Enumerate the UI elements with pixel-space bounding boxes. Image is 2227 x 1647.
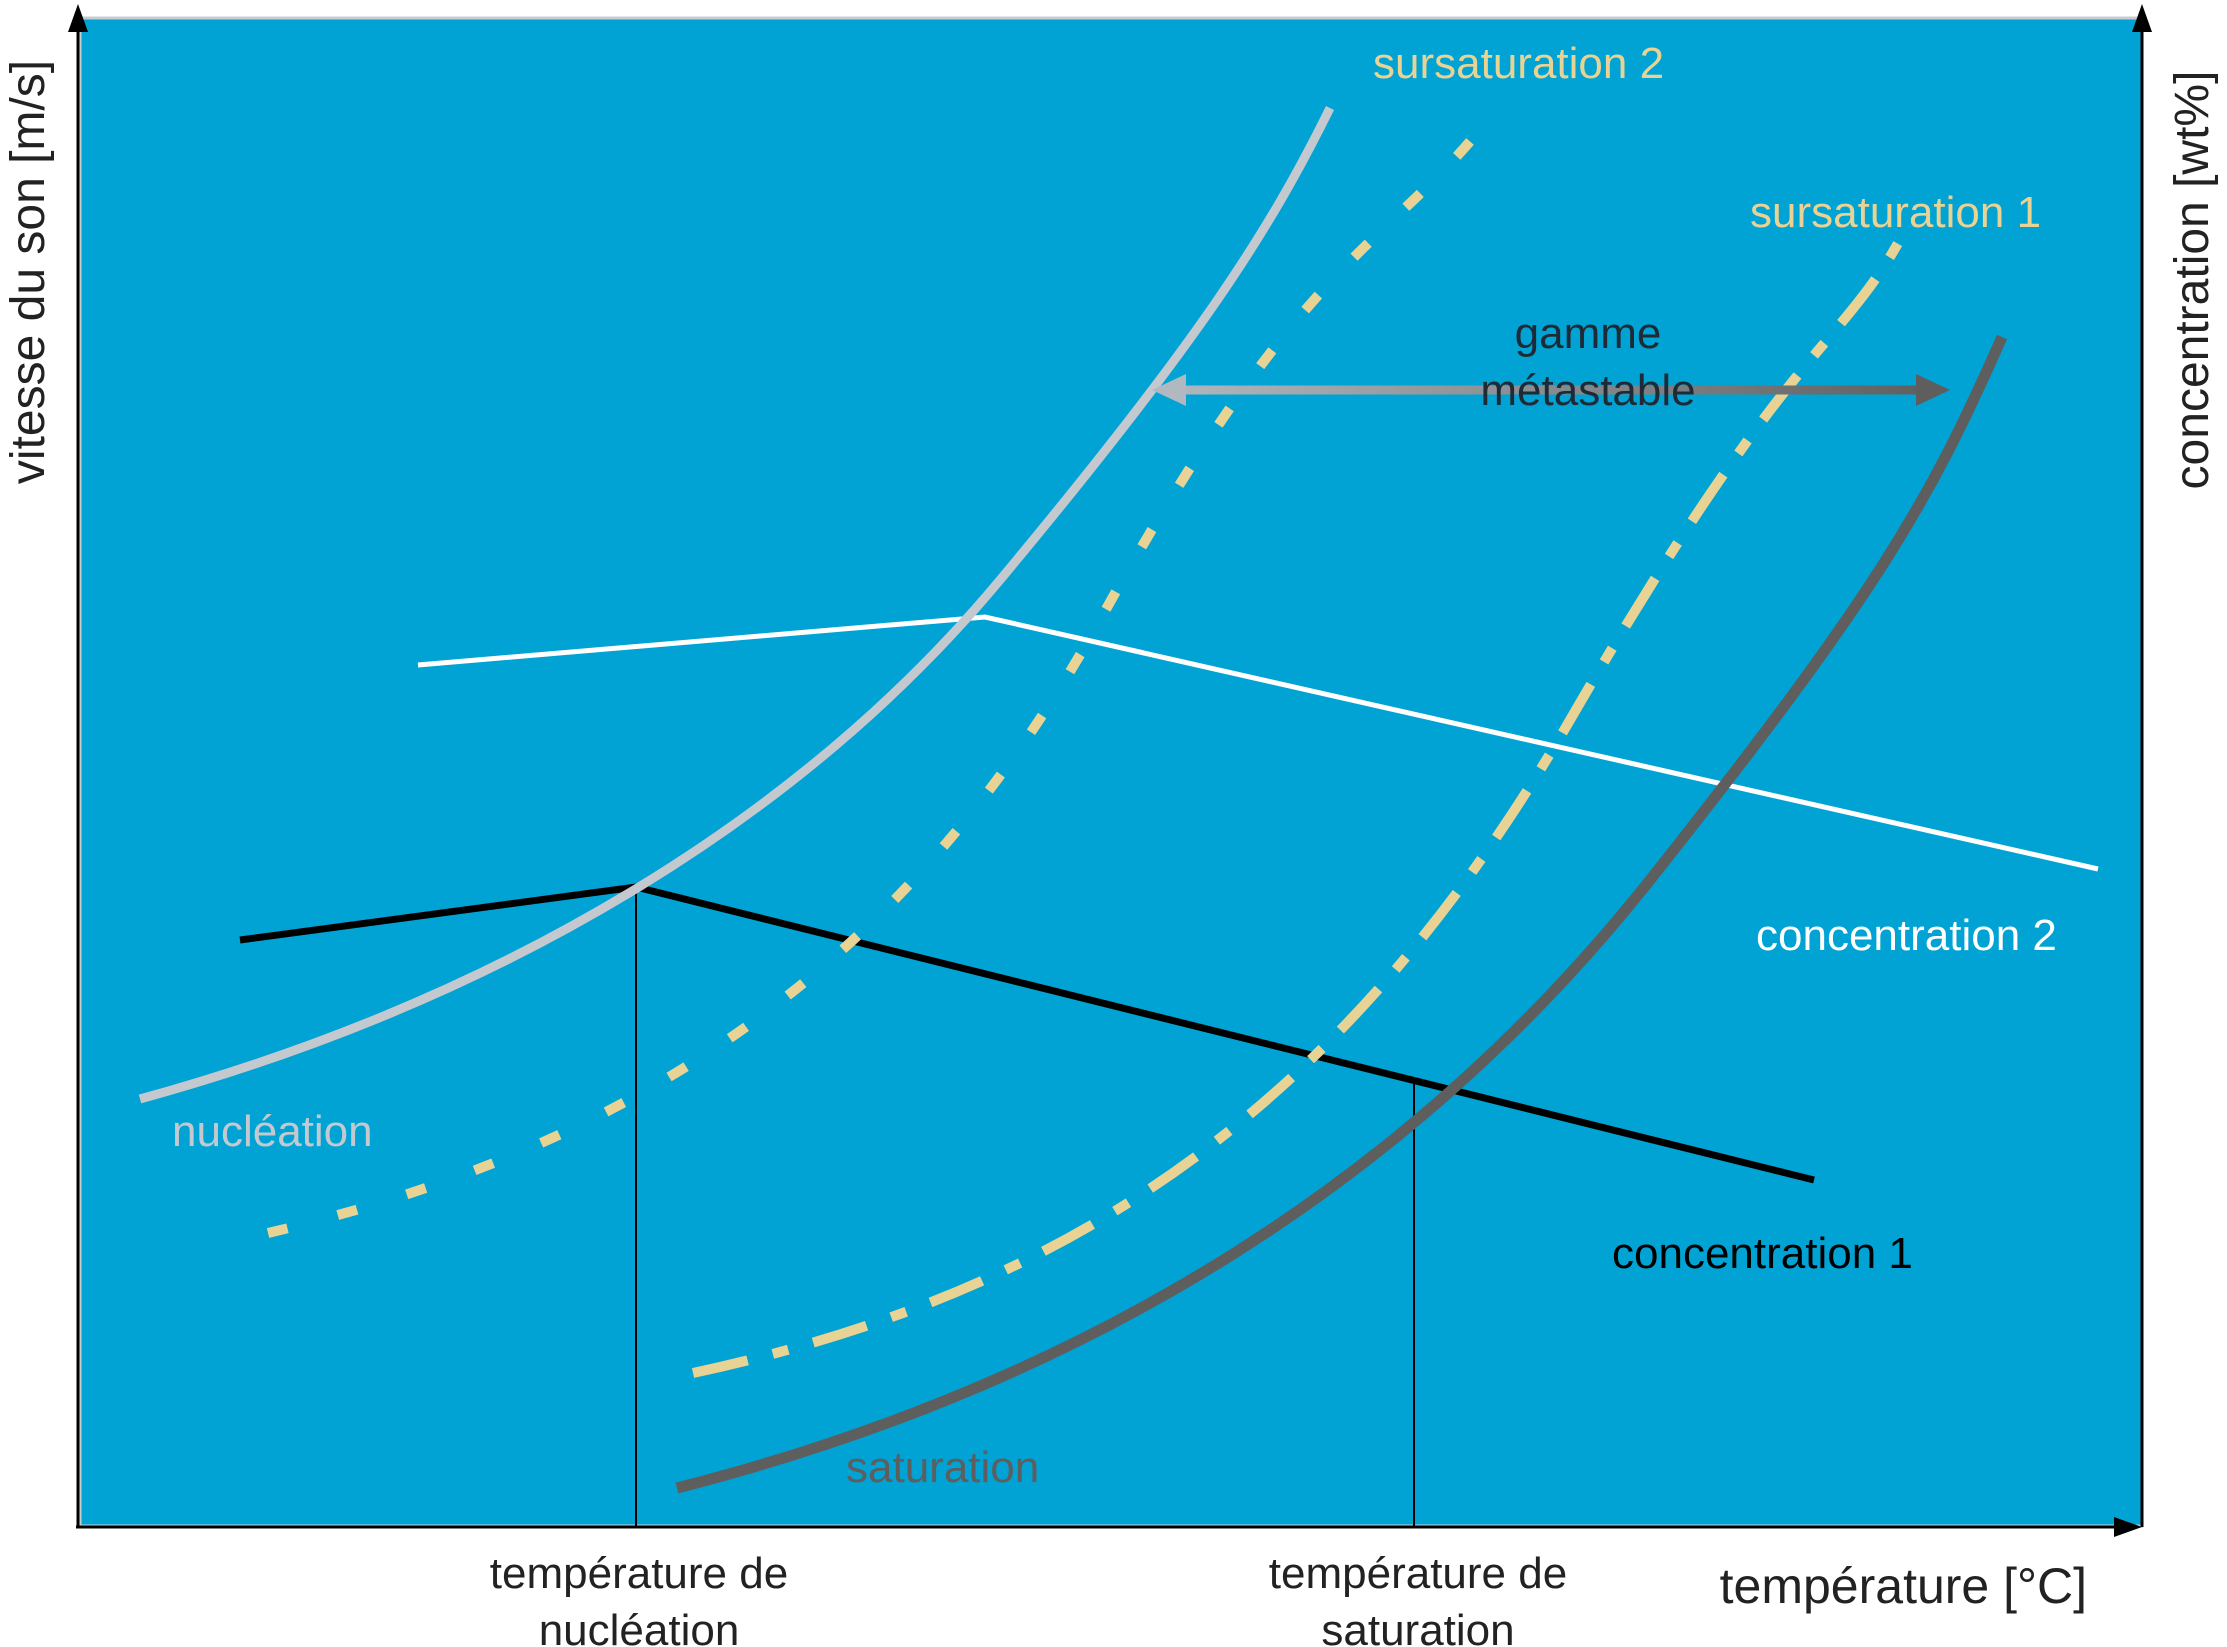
nucleation-curve xyxy=(138,106,1335,1104)
metastable-label-line1: gamme xyxy=(1515,309,1662,358)
nucleation-label: nucléation xyxy=(172,1107,373,1156)
y-axis-right-arrowhead xyxy=(2132,4,2152,32)
metastable-range-arrow xyxy=(1152,374,1950,406)
y-axis-left-label: vitesse du son [m/s] xyxy=(2,60,55,484)
saturation-curve xyxy=(675,334,2008,1494)
supersaturation-2-curve xyxy=(266,128,1482,1238)
saturation-temperature-label-line1: température de xyxy=(1269,1549,1567,1598)
saturation-temperature-label-line2: saturation xyxy=(1321,1606,1514,1647)
supersaturation-2-label: sursaturation 2 xyxy=(1373,39,1664,88)
plot-area xyxy=(78,16,2144,1528)
metastable-label-line2: métastable xyxy=(1480,366,1695,415)
supersaturation-1-label: sursaturation 1 xyxy=(1750,188,2041,237)
nucleation-temperature-label-line1: température de xyxy=(490,1549,788,1598)
saturation-label: saturation xyxy=(846,1443,1039,1492)
y-axis-left-arrowhead xyxy=(68,4,88,32)
concentration-1-label: concentration 1 xyxy=(1612,1229,1913,1278)
metastable-arrowhead-right xyxy=(1916,374,1950,406)
metastable-arrowhead-left xyxy=(1152,374,1186,406)
x-axis-arrowhead xyxy=(2114,1517,2142,1537)
x-axis-label: température [°C] xyxy=(1720,1558,2087,1614)
nucleation-temperature-label-line2: nucléation xyxy=(539,1606,740,1647)
concentration-2-label: concentration 2 xyxy=(1756,911,2057,960)
y-axis-right-label: concentration [wt%] xyxy=(2166,71,2219,490)
axes xyxy=(68,4,2152,1537)
